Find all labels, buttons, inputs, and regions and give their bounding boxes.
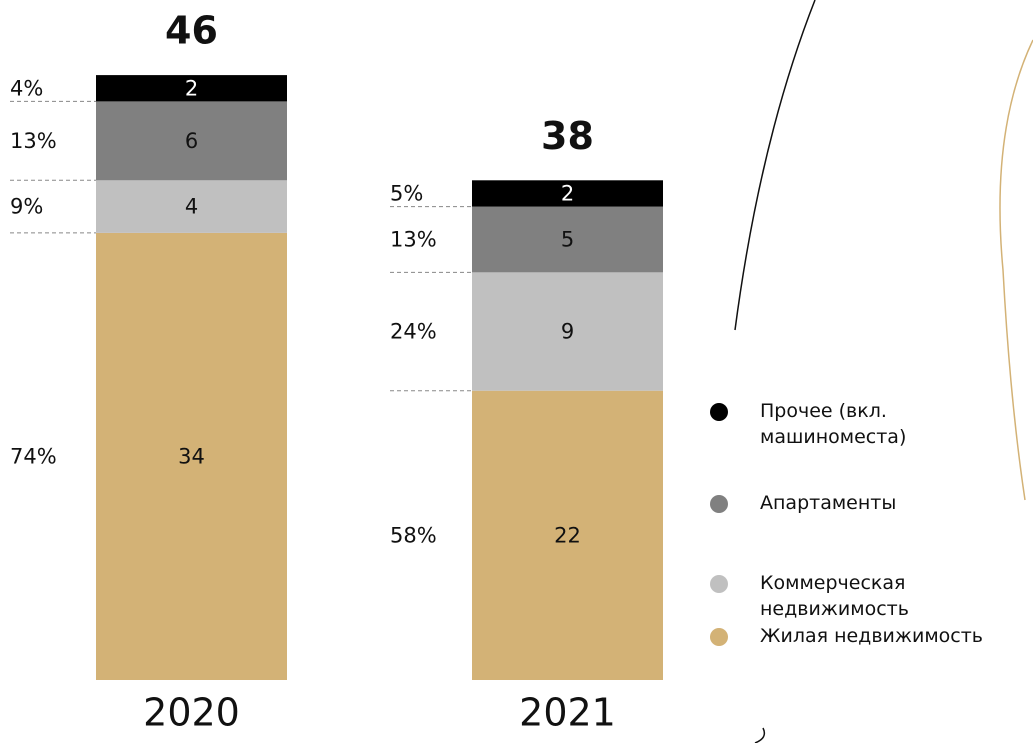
bar-segment bbox=[96, 180, 287, 233]
percent-label: 5% bbox=[390, 181, 423, 205]
percent-label: 13% bbox=[10, 129, 57, 153]
x-tick-label: 2021 bbox=[519, 691, 616, 735]
percent-label: 9% bbox=[10, 195, 43, 219]
total-label: 38 bbox=[541, 114, 594, 158]
bar-segment bbox=[472, 206, 663, 273]
legend-marker bbox=[710, 403, 728, 421]
decor-curve bbox=[754, 727, 766, 743]
legend-label: Апартаменты bbox=[760, 492, 897, 514]
percent-label: 13% bbox=[390, 227, 437, 251]
percent-label: 4% bbox=[10, 76, 43, 100]
segment-label: 34 bbox=[178, 444, 205, 468]
segment-label: 2 bbox=[185, 76, 198, 100]
legend-marker bbox=[710, 628, 728, 646]
percent-label: 58% bbox=[390, 523, 437, 547]
percent-label: 74% bbox=[10, 444, 57, 468]
segment-label: 9 bbox=[561, 320, 574, 344]
total-label: 46 bbox=[165, 9, 218, 53]
segment-label: 6 bbox=[185, 129, 198, 153]
legend-label: Коммерческая недвижимость bbox=[760, 572, 909, 620]
decor-arc bbox=[999, 39, 1033, 501]
bar-segment bbox=[472, 272, 663, 391]
segment-label: 2 bbox=[561, 181, 574, 205]
bar-segment bbox=[472, 180, 663, 207]
segment-label: 5 bbox=[561, 227, 574, 251]
bar-segment bbox=[472, 390, 663, 680]
bar-segment bbox=[96, 101, 287, 181]
legend-marker bbox=[710, 495, 728, 513]
bar-segment bbox=[96, 232, 287, 680]
percent-label: 24% bbox=[390, 320, 437, 344]
legend-label: Прочее (вкл. машиноместа) bbox=[760, 400, 907, 448]
legend-label: Жилая недвижимость bbox=[760, 625, 983, 647]
segment-label: 22 bbox=[554, 523, 581, 547]
x-tick-label: 2020 bbox=[143, 691, 240, 735]
legend-marker bbox=[710, 575, 728, 593]
bar-segment bbox=[96, 75, 287, 102]
decor-curve bbox=[734, 0, 816, 331]
segment-label: 4 bbox=[185, 195, 198, 219]
